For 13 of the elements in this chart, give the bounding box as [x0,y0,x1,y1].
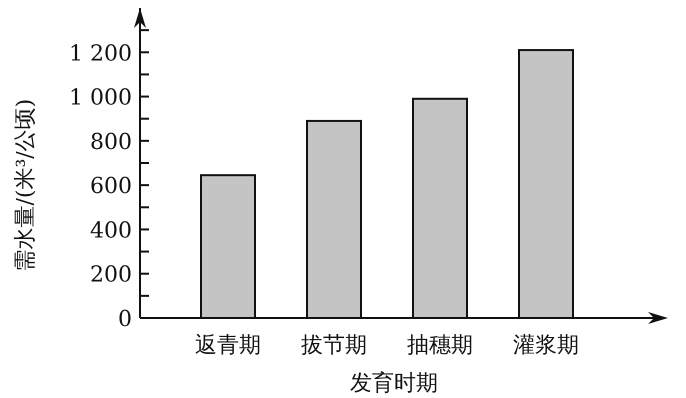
y-tick-label: 800 [90,130,132,155]
x-axis-title: 发育时期 [350,370,438,396]
y-axis-title: 需水量/(米³/公顷) [13,98,38,272]
y-tick-label: 1 000 [69,86,132,111]
y-tick-label: 0 [118,307,132,332]
x-tick-label: 灌浆期 [513,333,579,358]
x-tick-label: 返青期 [195,333,261,358]
y-tick-label: 600 [90,174,132,200]
y-tick-label: 400 [90,218,132,244]
y-tick-label: 1 200 [69,41,132,66]
x-tick-label: 拔节期 [301,333,367,358]
y-tick-label: 200 [90,262,132,288]
x-tick-label: 抽穗期 [407,333,473,358]
